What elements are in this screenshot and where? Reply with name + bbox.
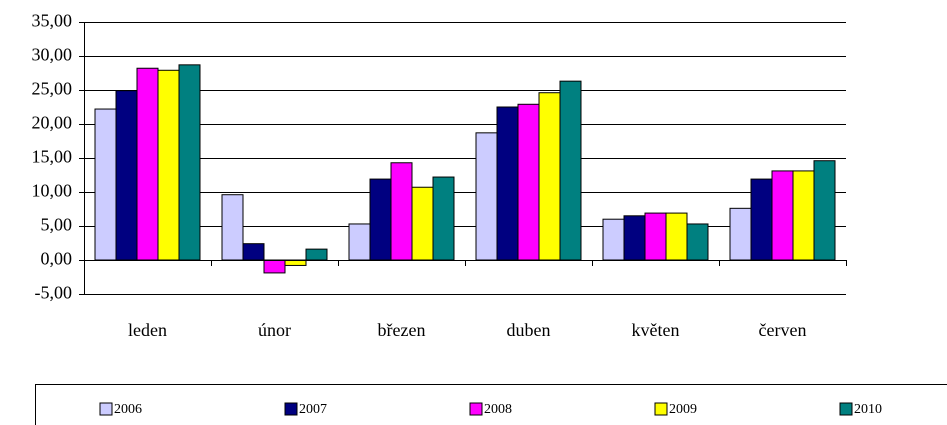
bar <box>157 69 180 261</box>
bar <box>348 223 371 261</box>
legend-swatch <box>469 402 483 416</box>
legend-label: 2009 <box>669 402 697 417</box>
bar <box>729 207 752 261</box>
legend-label: 2010 <box>854 402 882 417</box>
legend-label: 2007 <box>299 402 327 417</box>
x-tick-label: březen <box>378 320 426 340</box>
bar <box>813 160 836 261</box>
bar <box>686 223 709 261</box>
bar <box>517 103 540 261</box>
bar <box>644 212 667 261</box>
bar <box>411 186 434 261</box>
bar <box>178 64 201 261</box>
bar <box>115 90 138 261</box>
x-tick-label: leden <box>128 320 167 340</box>
x-tick-label: únor <box>258 320 291 340</box>
bar <box>369 178 392 261</box>
x-tick-label: červen <box>759 320 807 340</box>
bar <box>623 215 646 261</box>
legend-swatch <box>839 402 853 416</box>
bar <box>792 170 815 261</box>
y-tick-label: 5,00 <box>41 215 73 235</box>
y-tick-label: 15,00 <box>32 147 73 167</box>
legend-box <box>35 384 947 425</box>
x-tick-label: květen <box>632 320 680 340</box>
y-tick-label: 30,00 <box>32 45 73 65</box>
bar <box>559 80 582 261</box>
bar <box>263 259 286 274</box>
legend-swatch <box>284 402 298 416</box>
bar <box>602 218 625 261</box>
bar <box>221 194 244 261</box>
bar <box>432 176 455 261</box>
y-tick-label: 10,00 <box>32 181 73 201</box>
bar <box>242 243 265 261</box>
y-tick-label: 25,00 <box>32 79 73 99</box>
bar <box>94 108 117 261</box>
bar <box>771 170 794 261</box>
y-tick-label: 0,00 <box>41 249 73 269</box>
legend-swatch <box>99 402 113 416</box>
bar <box>665 212 688 261</box>
x-tick-label: duben <box>507 320 551 340</box>
legend-swatch <box>654 402 668 416</box>
bar <box>475 132 498 261</box>
legend-label: 2006 <box>114 402 142 417</box>
bar <box>750 178 773 261</box>
bar <box>305 248 328 261</box>
y-tick-label: 35,00 <box>32 11 73 31</box>
legend-label: 2008 <box>484 402 512 417</box>
y-tick-label: -5,00 <box>35 283 73 303</box>
y-tick-label: 20,00 <box>32 113 73 133</box>
bar <box>136 67 159 261</box>
bar <box>496 106 519 261</box>
bar <box>538 92 561 261</box>
bar <box>390 162 413 261</box>
